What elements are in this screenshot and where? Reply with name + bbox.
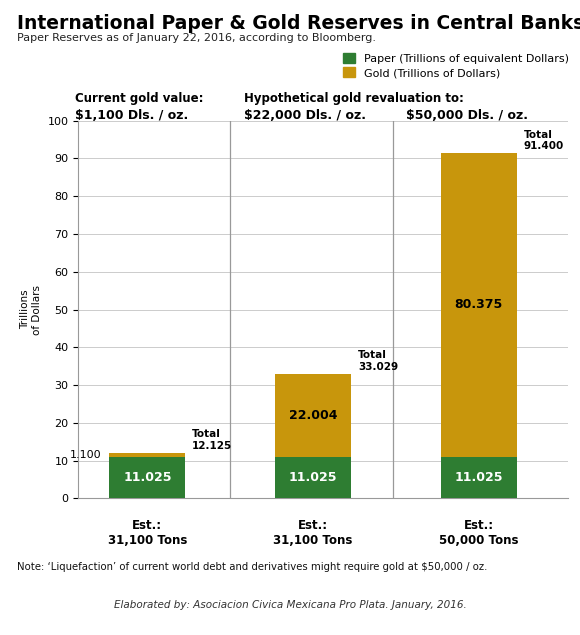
Bar bbox=[110, 457, 185, 498]
Text: 31,100 Tons: 31,100 Tons bbox=[273, 535, 353, 547]
Text: $50,000 Dls. / oz.: $50,000 Dls. / oz. bbox=[406, 109, 528, 122]
Text: Current gold value:: Current gold value: bbox=[75, 92, 204, 105]
Bar bbox=[275, 373, 351, 457]
Text: 80.375: 80.375 bbox=[455, 298, 503, 312]
Text: Paper Reserves as of January 22, 2016, according to Bloomberg.: Paper Reserves as of January 22, 2016, a… bbox=[17, 33, 376, 43]
Text: $1,100 Dls. / oz.: $1,100 Dls. / oz. bbox=[75, 109, 188, 122]
Text: Elaborated by: Asociacion Civica Mexicana Pro Plata. January, 2016.: Elaborated by: Asociacion Civica Mexican… bbox=[114, 600, 466, 610]
Text: 31,100 Tons: 31,100 Tons bbox=[108, 535, 187, 547]
Text: 11.025: 11.025 bbox=[123, 471, 172, 484]
Text: $22,000 Dls. / oz.: $22,000 Dls. / oz. bbox=[244, 109, 365, 122]
Bar bbox=[275, 457, 351, 498]
Legend: Paper (Trillions of equivalent Dollars), Gold (Trillions of Dollars): Paper (Trillions of equivalent Dollars),… bbox=[343, 53, 568, 78]
Text: Total
12.125: Total 12.125 bbox=[192, 429, 233, 451]
Text: International Paper & Gold Reserves in Central Banks: International Paper & Gold Reserves in C… bbox=[17, 14, 580, 33]
Text: Total
91.400: Total 91.400 bbox=[524, 130, 564, 151]
Text: 1.100: 1.100 bbox=[70, 450, 101, 460]
Text: Est.:: Est.: bbox=[298, 519, 328, 532]
Text: Hypothetical gold revaluation to:: Hypothetical gold revaluation to: bbox=[244, 92, 463, 105]
Text: Note: ‘Liquefaction’ of current world debt and derivatives might require gold at: Note: ‘Liquefaction’ of current world de… bbox=[17, 562, 488, 572]
Text: Est.:: Est.: bbox=[463, 519, 494, 532]
Y-axis label: Trillions
of Dollars: Trillions of Dollars bbox=[20, 284, 42, 335]
Bar bbox=[441, 457, 517, 498]
Bar bbox=[110, 453, 185, 457]
Text: 22.004: 22.004 bbox=[289, 409, 337, 422]
Text: 50,000 Tons: 50,000 Tons bbox=[439, 535, 519, 547]
Text: Est.:: Est.: bbox=[132, 519, 162, 532]
Text: 11.025: 11.025 bbox=[289, 471, 337, 484]
Text: Total
33.029: Total 33.029 bbox=[358, 350, 398, 372]
Bar bbox=[441, 153, 517, 457]
Text: 11.025: 11.025 bbox=[454, 471, 503, 484]
